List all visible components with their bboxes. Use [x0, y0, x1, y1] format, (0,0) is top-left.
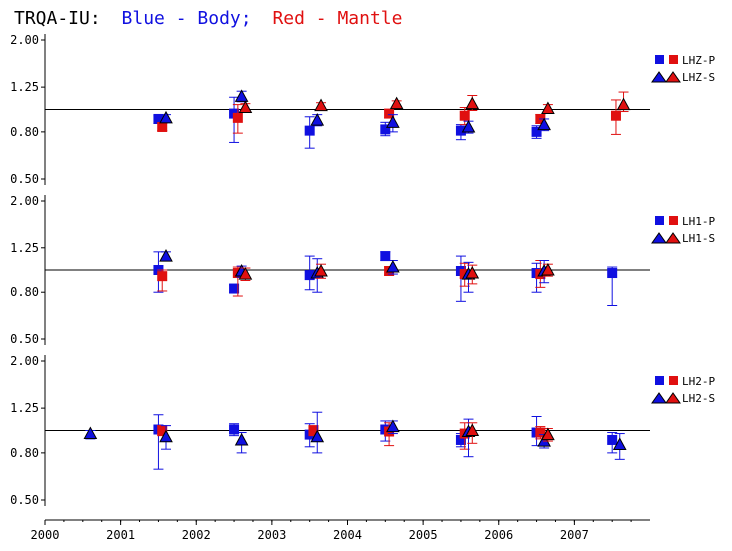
data-point-triangle [386, 419, 400, 433]
data-point-square [459, 110, 470, 121]
data-point-triangle [234, 89, 249, 102]
data-point-triangle [159, 249, 173, 262]
legend-triangle-mantle [665, 71, 681, 83]
series-lh1-p-mantle [157, 260, 546, 297]
legend-square-mantle [669, 55, 678, 64]
y-tick-label: 0.80 [10, 285, 39, 299]
data-point-triangle [465, 423, 480, 436]
legend-label-p: LH1-P [682, 215, 715, 228]
series-lh2-s-mantle [465, 422, 555, 444]
data-point-triangle [537, 117, 551, 131]
data-point-triangle [541, 101, 555, 115]
data-point-triangle [159, 110, 173, 124]
title-mantle: Red - Mantle [272, 8, 402, 29]
y-tick-label: 2.00 [10, 33, 39, 47]
legend-square-body [655, 216, 664, 225]
data-point-triangle [389, 96, 404, 110]
title-station: TRQA-IU: [14, 8, 101, 29]
data-point-triangle [238, 267, 253, 280]
x-tick-label: 2007 [560, 528, 589, 542]
series-lhz-s-body [159, 89, 551, 134]
legend-square-mantle [669, 376, 678, 385]
data-point-triangle [386, 115, 400, 128]
data-point-triangle [83, 426, 98, 440]
x-tick-label: 2000 [31, 528, 60, 542]
series-lhz-s-mantle [238, 91, 631, 115]
x-tick-label: 2004 [333, 528, 362, 542]
data-point-square [232, 112, 243, 123]
series-lh1-p-body [153, 251, 618, 307]
data-point-triangle [238, 100, 253, 114]
data-point-square [610, 110, 621, 121]
data-point-square [535, 427, 546, 438]
x-tick-label: 2003 [257, 528, 286, 542]
data-point-triangle [461, 119, 476, 133]
data-point-triangle [465, 265, 480, 279]
legend-triangle-body [651, 392, 667, 404]
data-point-triangle [159, 429, 173, 443]
legend-triangle-mantle [665, 232, 681, 244]
legend-square-body [655, 55, 664, 64]
data-point-square [380, 124, 391, 135]
y-tick-label: 2.00 [10, 354, 39, 368]
data-point-triangle [465, 96, 480, 110]
data-point-square [607, 268, 618, 279]
data-point-square [229, 424, 240, 435]
y-tick-label: 0.80 [10, 446, 39, 460]
data-point-square [304, 125, 315, 136]
data-point-triangle [310, 429, 325, 443]
data-point-square [384, 108, 395, 119]
legend-square-body [655, 376, 664, 385]
x-tick-label: 2005 [409, 528, 438, 542]
data-point-square [531, 126, 542, 137]
legend-square-mantle [669, 216, 678, 225]
y-tick-label: 1.25 [10, 80, 39, 94]
y-tick-label: 0.50 [10, 172, 39, 186]
x-tick-label: 2002 [182, 528, 211, 542]
series-lh1-s-mantle [238, 262, 555, 285]
x-tick-label: 2001 [106, 528, 135, 542]
series-lh1-s-body [159, 249, 551, 293]
chart-title: TRQA-IU: Blue - Body; Red - Mantle [14, 8, 402, 29]
legend-triangle-body [651, 71, 667, 83]
data-point-triangle [314, 263, 328, 277]
y-tick-label: 0.50 [10, 493, 39, 507]
data-point-square [607, 434, 618, 445]
y-tick-label: 1.25 [10, 401, 39, 415]
y-tick-label: 2.00 [10, 194, 39, 208]
series-lh2-p-mantle [157, 422, 546, 450]
y-tick-label: 0.80 [10, 125, 39, 139]
data-point-square [380, 251, 391, 262]
legend-label-p: LH2-P [682, 375, 715, 388]
panel-lh1: 2.00 1.25 0.80 0.50 LH1-P LH1-S [10, 194, 715, 346]
data-point-triangle [541, 262, 555, 276]
legend-triangle-body [651, 232, 667, 244]
data-point-triangle [616, 97, 631, 111]
data-point-square [229, 283, 240, 294]
x-axis: 2000 2001 2002 2003 2004 2005 2006 2007 [31, 519, 650, 542]
panel-lhz: 2.00 1.25 0.80 0.50 LHZ-P LHZ-S [10, 33, 715, 186]
data-point-triangle [386, 260, 400, 273]
data-point-square [157, 121, 168, 132]
data-point-triangle [314, 98, 328, 112]
data-point-triangle [541, 427, 555, 441]
x-tick-label: 2006 [484, 528, 513, 542]
legend-triangle-mantle [665, 392, 681, 404]
legend-label-p: LHZ-P [682, 54, 715, 67]
legend-label-s: LH1-S [682, 232, 715, 245]
data-point-square [308, 425, 319, 436]
plot-area: 2.00 1.25 0.80 0.50 LHZ-P LHZ-S 2.00 1.25 0.80 0.… [10, 33, 715, 542]
data-point-triangle [234, 432, 249, 446]
legend-label-s: LH2-S [682, 392, 715, 405]
data-point-triangle [612, 437, 627, 450]
panel-lh2: 2.00 1.25 0.80 0.50 LH2-P LH2-S [10, 354, 715, 507]
data-point-square [157, 271, 168, 282]
y-tick-label: 0.50 [10, 332, 39, 346]
data-point-triangle [310, 113, 325, 126]
title-body: Blue - Body; [122, 8, 252, 29]
legend-label-s: LHZ-S [682, 71, 715, 84]
series-lhz-p-body [153, 96, 542, 149]
y-tick-label: 1.25 [10, 241, 39, 255]
